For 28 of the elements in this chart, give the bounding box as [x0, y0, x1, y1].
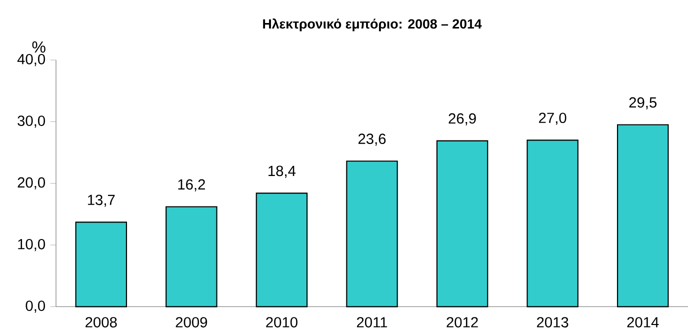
- bar: [526, 140, 578, 308]
- x-tick-label: 2008: [86, 317, 117, 328]
- x-tick-label: 2011: [356, 317, 388, 328]
- y-tick-label: 0,0: [26, 300, 46, 313]
- y-tick-label: 10,0: [18, 238, 46, 252]
- bar: [616, 124, 669, 308]
- chart-title: Ηλεκτρονικό εμπόριο: 2008 – 2014: [263, 18, 482, 32]
- data-label: 13,7: [88, 194, 115, 207]
- bar: [436, 140, 488, 308]
- data-label: 26,9: [448, 113, 476, 126]
- y-tick-label: 30,0: [18, 116, 46, 128]
- x-tick-label: 2014: [627, 317, 659, 328]
- y-axis-title: %: [32, 41, 46, 53]
- x-tick-label: 2013: [536, 317, 568, 328]
- x-tick-label: 2009: [176, 317, 208, 328]
- x-tick-label: 2010: [266, 317, 298, 328]
- bar: [346, 160, 398, 308]
- bar: [166, 206, 218, 308]
- x-tick-label: 2012: [446, 317, 478, 328]
- data-label: 27,0: [539, 112, 566, 125]
- y-tick-label: 40,0: [17, 54, 46, 66]
- bar: [75, 222, 128, 308]
- data-label: 18,4: [268, 166, 296, 178]
- data-label: 16,2: [178, 179, 205, 192]
- data-label: 23,6: [358, 134, 386, 146]
- bar: [256, 192, 308, 308]
- y-tick-label: 20,0: [18, 177, 46, 190]
- data-label: 29,5: [629, 97, 656, 110]
